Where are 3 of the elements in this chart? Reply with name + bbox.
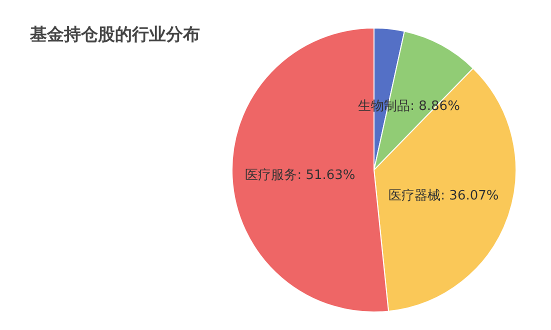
slice-label: 医疗服务: 51.63%	[245, 168, 356, 183]
chart-title: 基金持仓股的行业分布	[29, 25, 200, 45]
slice-label: 医疗器械: 36.07%	[388, 188, 499, 204]
